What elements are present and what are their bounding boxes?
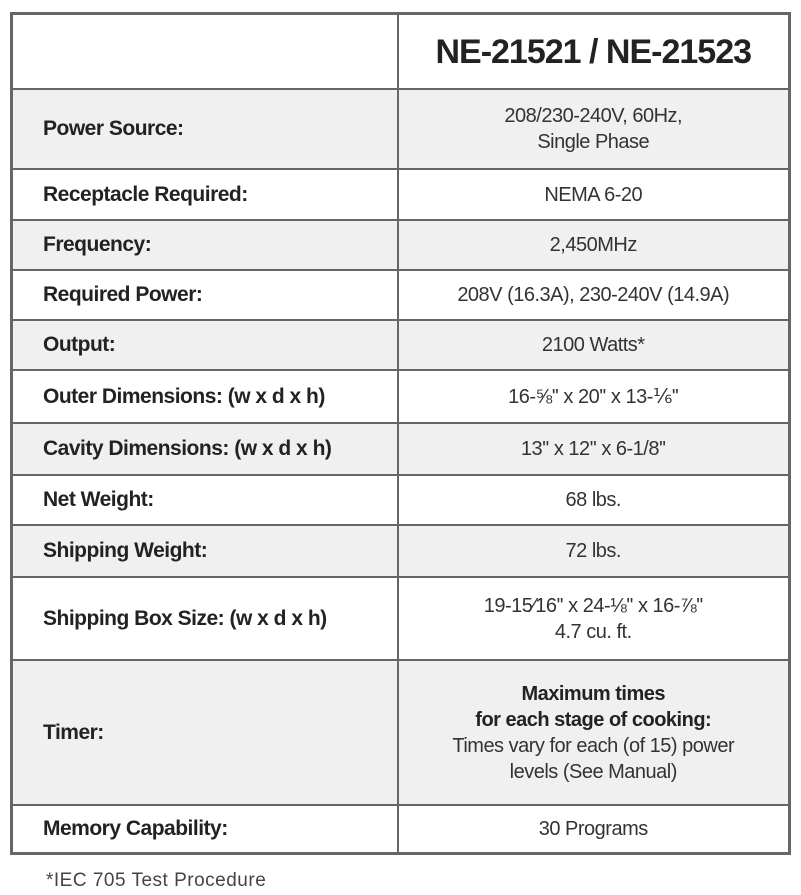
spec-row: Cavity Dimensions: (w x d x h) 13'' x 12'… <box>10 422 791 476</box>
spec-row: Shipping Weight: 72 lbs. <box>10 524 791 578</box>
spec-value-line: NEMA 6-20 <box>544 183 643 206</box>
model-heading: NE-21521 / NE-21523 <box>396 12 791 90</box>
spec-value: 13'' x 12'' x 6-1/8'' <box>396 422 791 476</box>
spec-row: Frequency: 2,450MHz <box>10 219 791 271</box>
spec-value-bold-line: Maximum times <box>521 682 666 705</box>
spec-value: Maximum times for each stage of cooking: T… <box>396 659 791 806</box>
spec-value-bold-line: for each stage of cooking: <box>475 708 712 731</box>
spec-row: Power Source: 208/230-240V, 60Hz, Single P… <box>10 88 791 170</box>
spec-value-line: 72 lbs. <box>565 540 622 562</box>
spec-label: Receptacle Required: <box>10 168 399 221</box>
spec-value-line: 2100 Watts* <box>541 334 645 356</box>
spec-value: 16-⅝'' x 20'' x 13-⅙'' <box>396 369 791 424</box>
spec-row: Output: 2100 Watts* <box>10 319 791 371</box>
spec-label: Memory Capability: <box>10 804 399 854</box>
spec-value-line: 68 lbs. <box>565 489 622 511</box>
spec-label: Power Source: <box>10 88 399 170</box>
header-row: NE-21521 / NE-21523 <box>10 12 791 90</box>
spec-label: Required Power: <box>10 269 399 321</box>
footnote: *IEC 705 Test Procedure <box>46 870 267 891</box>
spec-label: Output: <box>10 319 399 371</box>
spec-row: Outer Dimensions: (w x d x h) 16-⅝'' x 20… <box>10 369 791 424</box>
spec-value: 19-15⁄16'' x 24-⅛'' x 16-⅞'' 4.7 cu. ft. <box>396 576 791 661</box>
header-empty-cell <box>10 12 399 90</box>
spec-row: Timer: Maximum times for each stage of coo… <box>10 659 791 806</box>
spec-value-line: 208/230-240V, 60Hz, <box>504 105 683 127</box>
spec-value: 2100 Watts* <box>396 319 791 371</box>
spec-value-line: 2,450MHz <box>549 234 638 256</box>
spec-value: 208V (16.3A), 230-240V (14.9A) <box>396 269 791 321</box>
spec-row: Memory Capability: 30 Programs <box>10 804 791 854</box>
spec-value-line: 30 Programs <box>538 817 648 840</box>
spec-label: Shipping Box Size: (w x d x h) <box>10 576 399 661</box>
spec-row: Required Power: 208V (16.3A), 230-240V (1… <box>10 269 791 321</box>
spec-value-line: 208V (16.3A), 230-240V (14.9A) <box>457 284 730 306</box>
spec-label: Outer Dimensions: (w x d x h) <box>10 369 399 424</box>
spec-value: 208/230-240V, 60Hz, Single Phase <box>396 88 791 170</box>
spec-value-line: Single Phase <box>537 131 650 153</box>
spec-label: Frequency: <box>10 219 399 271</box>
spec-row: Shipping Box Size: (w x d x h) 19-15⁄16''… <box>10 576 791 661</box>
spec-table: NE-21521 / NE-21523 Power Source: 208/230… <box>10 12 791 855</box>
spec-label: Net Weight: <box>10 474 399 526</box>
spec-value: NEMA 6-20 <box>396 168 791 221</box>
spec-value-line: 13'' x 12'' x 6-1/8'' <box>520 438 666 460</box>
spec-value-line: 16-⅝'' x 20'' x 13-⅙'' <box>508 385 679 408</box>
spec-value-line: levels (See Manual) <box>509 760 678 783</box>
spec-value: 72 lbs. <box>396 524 791 578</box>
spec-value: 30 Programs <box>396 804 791 854</box>
spec-value-line: 4.7 cu. ft. <box>554 620 632 643</box>
spec-row: Net Weight: 68 lbs. <box>10 474 791 526</box>
spec-value-line: 19-15⁄16'' x 24-⅛'' x 16-⅞'' <box>483 594 704 617</box>
spec-value: 68 lbs. <box>396 474 791 526</box>
spec-row: Receptacle Required: NEMA 6-20 <box>10 168 791 221</box>
spec-label: Cavity Dimensions: (w x d x h) <box>10 422 399 476</box>
spec-label: Shipping Weight: <box>10 524 399 578</box>
spec-value: 2,450MHz <box>396 219 791 271</box>
spec-label: Timer: <box>10 659 399 806</box>
spec-value-line: Times vary for each (of 15) power <box>452 734 735 757</box>
